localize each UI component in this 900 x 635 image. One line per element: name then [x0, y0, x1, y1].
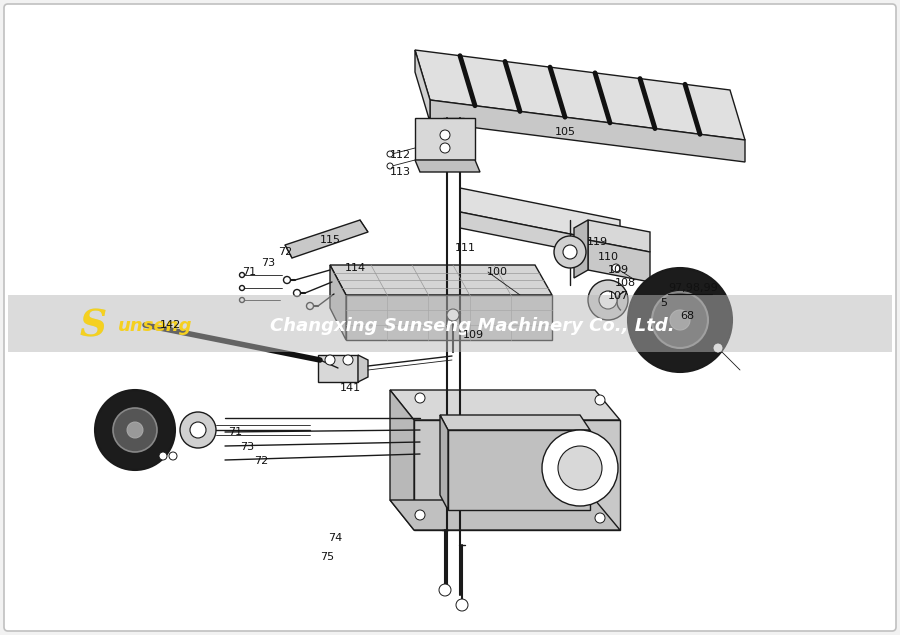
Polygon shape — [415, 50, 745, 140]
Circle shape — [190, 422, 206, 438]
Circle shape — [415, 393, 425, 403]
Text: 142: 142 — [160, 320, 181, 330]
Circle shape — [95, 390, 175, 470]
Circle shape — [599, 291, 617, 309]
Polygon shape — [415, 50, 430, 122]
Circle shape — [239, 286, 245, 290]
Text: 115: 115 — [320, 235, 341, 245]
Text: 71: 71 — [228, 427, 242, 437]
Circle shape — [713, 343, 723, 353]
Text: 72: 72 — [254, 456, 268, 466]
Circle shape — [387, 151, 393, 157]
Circle shape — [447, 309, 459, 321]
Polygon shape — [390, 390, 620, 420]
Text: 5: 5 — [660, 298, 667, 308]
Text: 113: 113 — [390, 167, 411, 177]
Text: 73: 73 — [240, 442, 254, 452]
Circle shape — [169, 452, 177, 460]
Circle shape — [343, 355, 353, 365]
Circle shape — [652, 292, 708, 348]
Circle shape — [325, 355, 335, 365]
Circle shape — [588, 280, 628, 320]
Polygon shape — [440, 415, 448, 510]
Bar — [8, 295, 892, 352]
FancyBboxPatch shape — [4, 4, 896, 631]
Circle shape — [415, 510, 425, 520]
Circle shape — [628, 268, 732, 372]
Polygon shape — [318, 355, 358, 382]
Polygon shape — [390, 390, 414, 530]
Text: 107: 107 — [608, 291, 629, 301]
Circle shape — [113, 408, 157, 452]
Polygon shape — [415, 160, 480, 172]
Circle shape — [542, 430, 618, 506]
Text: 109: 109 — [608, 265, 629, 275]
Text: 68: 68 — [680, 311, 694, 321]
Polygon shape — [330, 265, 552, 295]
Text: Changxing Sunseng Machinery Co., Ltd.: Changxing Sunseng Machinery Co., Ltd. — [270, 317, 675, 335]
Circle shape — [595, 395, 605, 405]
Circle shape — [239, 272, 245, 277]
Polygon shape — [443, 118, 464, 128]
Circle shape — [440, 130, 450, 140]
Polygon shape — [588, 220, 650, 252]
Circle shape — [387, 163, 393, 169]
Polygon shape — [448, 430, 590, 510]
Circle shape — [440, 143, 450, 153]
Text: S: S — [79, 307, 106, 344]
Text: 119: 119 — [587, 237, 608, 247]
Circle shape — [612, 264, 620, 272]
Text: 72: 72 — [278, 247, 293, 257]
Text: 71: 71 — [242, 267, 256, 277]
Text: 105: 105 — [555, 127, 576, 137]
Text: 108: 108 — [615, 278, 636, 288]
Text: 141: 141 — [340, 383, 361, 393]
Polygon shape — [285, 220, 368, 258]
Text: unseng: unseng — [118, 317, 193, 335]
Text: 112: 112 — [390, 150, 411, 160]
Circle shape — [307, 302, 313, 309]
Text: 110: 110 — [598, 252, 619, 262]
Circle shape — [670, 310, 690, 330]
Polygon shape — [574, 220, 588, 278]
Polygon shape — [414, 420, 620, 530]
Circle shape — [456, 599, 468, 611]
Polygon shape — [358, 355, 368, 382]
Text: 74: 74 — [328, 533, 342, 543]
Text: 97,98,99: 97,98,99 — [668, 283, 718, 293]
Polygon shape — [588, 240, 650, 282]
Circle shape — [159, 452, 167, 460]
Circle shape — [284, 276, 291, 283]
Polygon shape — [390, 500, 620, 530]
Polygon shape — [460, 188, 620, 244]
Circle shape — [293, 290, 301, 297]
Circle shape — [180, 412, 216, 448]
Polygon shape — [415, 118, 475, 160]
Polygon shape — [460, 212, 620, 260]
Polygon shape — [440, 415, 590, 430]
Circle shape — [439, 584, 451, 596]
Polygon shape — [430, 100, 745, 162]
Circle shape — [239, 298, 245, 302]
Text: 111: 111 — [455, 243, 476, 253]
Text: 109: 109 — [463, 330, 484, 340]
Text: 73: 73 — [261, 258, 275, 268]
Text: S: S — [79, 307, 106, 344]
Circle shape — [127, 422, 143, 438]
Polygon shape — [346, 295, 552, 340]
Circle shape — [595, 513, 605, 523]
Polygon shape — [330, 265, 346, 340]
Text: 75: 75 — [320, 552, 334, 562]
Circle shape — [554, 236, 586, 268]
Circle shape — [558, 446, 602, 490]
Text: 114: 114 — [345, 263, 366, 273]
Circle shape — [563, 245, 577, 259]
Text: 100: 100 — [487, 267, 508, 277]
